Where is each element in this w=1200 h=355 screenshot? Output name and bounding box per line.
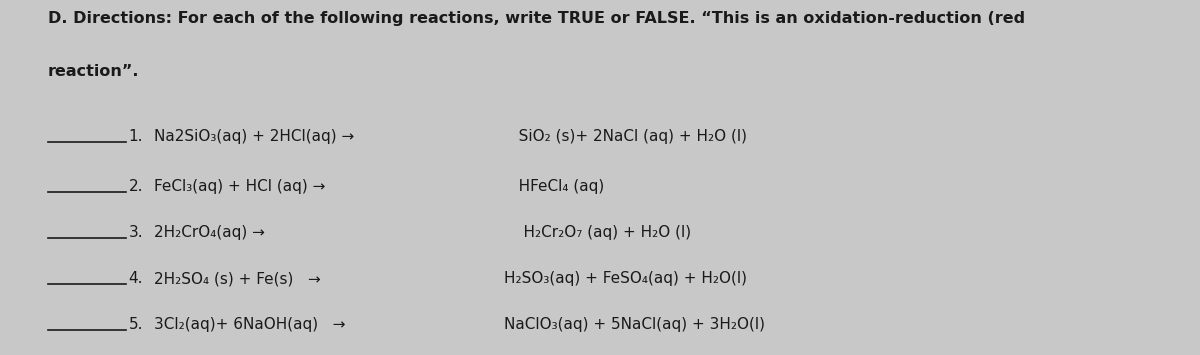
Text: 5.: 5.: [128, 317, 143, 332]
Text: 3Cl₂(aq)+ 6NaOH(aq)   →: 3Cl₂(aq)+ 6NaOH(aq) →: [154, 317, 346, 332]
Text: 1.: 1.: [128, 129, 143, 144]
Text: FeCl₃(aq) + HCl (aq) →: FeCl₃(aq) + HCl (aq) →: [154, 179, 325, 194]
Text: 3.: 3.: [128, 225, 143, 240]
Text: SiO₂ (s)+ 2NaCl (aq) + H₂O (l): SiO₂ (s)+ 2NaCl (aq) + H₂O (l): [504, 129, 746, 144]
Text: NaClO₃(aq) + 5NaCl(aq) + 3H₂O(l): NaClO₃(aq) + 5NaCl(aq) + 3H₂O(l): [504, 317, 766, 332]
Text: H₂SO₃(aq) + FeSO₄(aq) + H₂O(l): H₂SO₃(aq) + FeSO₄(aq) + H₂O(l): [504, 271, 746, 286]
Text: reaction”.: reaction”.: [48, 64, 139, 79]
Text: D. Directions: For each of the following reactions, write TRUE or FALSE. “This i: D. Directions: For each of the following…: [48, 11, 1025, 26]
Text: 2.: 2.: [128, 179, 143, 194]
Text: Na2SiO₃(aq) + 2HCl(aq) →: Na2SiO₃(aq) + 2HCl(aq) →: [154, 129, 354, 144]
Text: 2H₂SO₄ (s) + Fe(s)   →: 2H₂SO₄ (s) + Fe(s) →: [154, 271, 320, 286]
Text: 4.: 4.: [128, 271, 143, 286]
Text: H₂Cr₂O₇ (aq) + H₂O (l): H₂Cr₂O₇ (aq) + H₂O (l): [504, 225, 691, 240]
Text: HFeCl₄ (aq): HFeCl₄ (aq): [504, 179, 605, 194]
Text: 2H₂CrO₄(aq) →: 2H₂CrO₄(aq) →: [154, 225, 264, 240]
